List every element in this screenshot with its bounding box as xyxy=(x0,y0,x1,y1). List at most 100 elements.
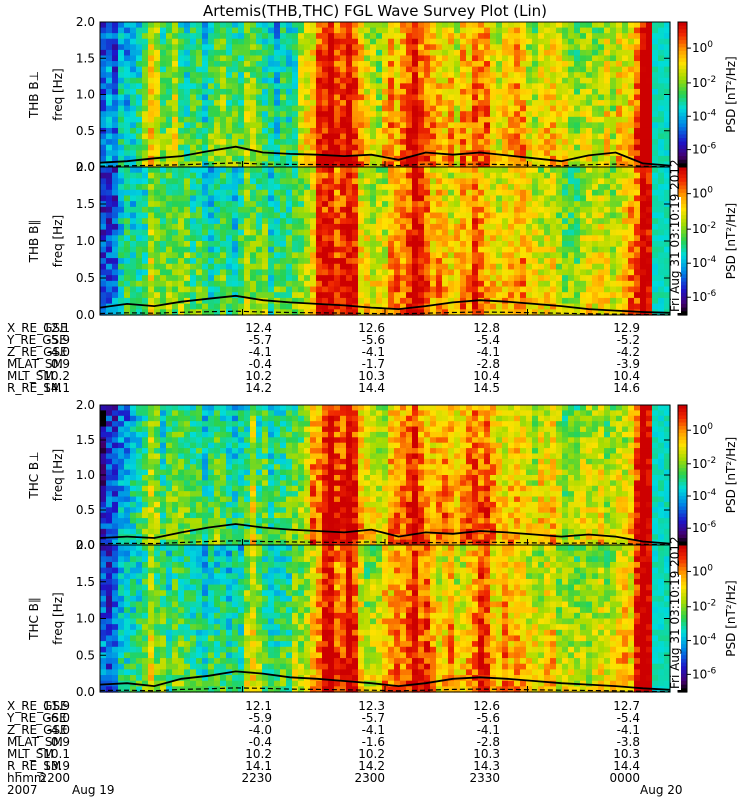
spectrogram-cell xyxy=(436,297,443,305)
spectrogram-cell xyxy=(556,139,563,146)
spectrogram-cell xyxy=(634,280,641,288)
spectrogram-cell xyxy=(340,184,347,191)
spectrogram-cell xyxy=(124,100,131,107)
spectrogram-cell xyxy=(634,172,641,179)
spectrogram-cell xyxy=(424,44,431,51)
spectrogram-cell xyxy=(460,201,467,208)
spectrogram-cell xyxy=(604,297,611,305)
spectrogram-cell xyxy=(304,150,311,157)
spectrogram-cell xyxy=(562,280,569,288)
spectrogram-cell xyxy=(298,22,305,29)
spectrogram-cell xyxy=(418,49,425,57)
spectrogram-cell xyxy=(466,275,473,282)
spectrogram-cell xyxy=(160,127,167,135)
spectrogram-cell xyxy=(514,263,521,271)
colorbar-cell xyxy=(678,69,687,74)
spectrogram-cell xyxy=(496,49,503,57)
spectrogram-cell xyxy=(532,72,539,79)
spectrogram-cell xyxy=(178,292,185,299)
spectrogram-cell xyxy=(238,235,245,242)
spectrogram-cell xyxy=(136,55,143,62)
spectrogram-cell xyxy=(214,269,221,276)
spectrogram-cell xyxy=(190,22,197,29)
spectrogram-cell xyxy=(466,72,473,79)
spectrogram-cell xyxy=(490,88,497,96)
spectrogram-cell xyxy=(358,66,365,73)
spectrogram-cell xyxy=(520,269,527,276)
spectrogram-cell xyxy=(496,105,503,112)
spectrogram-cell xyxy=(574,83,581,90)
spectrogram-cell xyxy=(544,303,551,310)
spectrogram-cell xyxy=(448,122,455,129)
spectrogram-cell xyxy=(286,212,293,219)
spectrogram-cell xyxy=(214,66,221,73)
spectrogram-cell xyxy=(394,150,401,157)
spectrogram-cell xyxy=(388,105,395,112)
spectrogram-cell xyxy=(640,139,647,146)
spectrogram-cell xyxy=(496,275,503,282)
spectrogram-cell xyxy=(274,122,281,129)
spectrogram-cell xyxy=(244,258,251,265)
spectrogram-cell xyxy=(304,83,311,90)
spectrogram-cell xyxy=(442,246,449,253)
spectrogram-cell xyxy=(304,127,311,135)
spectrogram-cell xyxy=(196,66,203,73)
spectrogram-cell xyxy=(208,72,215,79)
spectrogram-cell xyxy=(472,167,479,174)
spectrogram-cell xyxy=(334,189,341,197)
spectrogram-cell xyxy=(418,77,425,84)
spectrogram-cell xyxy=(376,127,383,135)
spectrogram-cell xyxy=(478,33,485,40)
spectrogram-cell xyxy=(586,139,593,146)
spectrogram-cell xyxy=(106,167,113,174)
spectrogram-cell xyxy=(514,38,521,45)
spectrogram-cell xyxy=(448,33,455,40)
y-tick-label: 1.5 xyxy=(76,51,95,65)
spectrogram-cell xyxy=(574,127,581,135)
spectrogram-cell xyxy=(448,292,455,299)
spectrogram-cell xyxy=(172,144,179,151)
spectrogram-cell xyxy=(430,178,437,185)
spectrogram-cell xyxy=(340,100,347,107)
spectrogram-cell xyxy=(196,241,203,248)
spectrogram-cell xyxy=(298,263,305,271)
spectrogram-cell xyxy=(580,116,587,123)
spectrogram-cell xyxy=(460,269,467,276)
spectrogram-cell xyxy=(454,61,461,68)
spectrogram-cell xyxy=(610,66,617,73)
spectrogram-cell xyxy=(214,235,221,242)
spectrogram-cell xyxy=(160,286,167,293)
spectrogram-cell xyxy=(658,139,665,146)
spectrogram-cell xyxy=(556,72,563,79)
spectrogram-cell xyxy=(376,212,383,219)
spectrogram-cell xyxy=(664,27,671,34)
spectrogram-cell xyxy=(652,83,659,90)
spectrogram-cell xyxy=(550,297,557,305)
spectrogram-cell xyxy=(190,167,197,174)
spectrogram-cell xyxy=(352,61,359,68)
spectrogram-cell xyxy=(418,229,425,236)
spectrogram-cell xyxy=(268,235,275,242)
spectrogram-cell xyxy=(166,184,173,191)
spectrogram-cell xyxy=(178,252,185,259)
spectrogram-cell xyxy=(322,235,329,242)
spectrogram-cell xyxy=(514,27,521,34)
spectrogram-cell xyxy=(370,55,377,62)
spectrogram-cell xyxy=(202,218,209,225)
spectrogram-cell xyxy=(286,22,293,29)
spectrogram-cell xyxy=(286,263,293,271)
spectrogram-cell xyxy=(568,172,575,179)
spectrogram-cell xyxy=(340,27,347,34)
spectrogram-cell xyxy=(208,263,215,271)
spectrogram-cell xyxy=(424,100,431,107)
spectrogram-cell xyxy=(388,94,395,101)
spectrogram-cell xyxy=(418,66,425,73)
spectrogram-cell xyxy=(586,61,593,68)
spectrogram-cell xyxy=(304,184,311,191)
spectrogram-cell xyxy=(550,44,557,51)
spectrogram-cell xyxy=(430,263,437,271)
spectrogram-cell xyxy=(382,235,389,242)
spectrogram-cell xyxy=(286,88,293,96)
spectrogram-cell xyxy=(334,61,341,68)
spectrogram-cell xyxy=(586,172,593,179)
